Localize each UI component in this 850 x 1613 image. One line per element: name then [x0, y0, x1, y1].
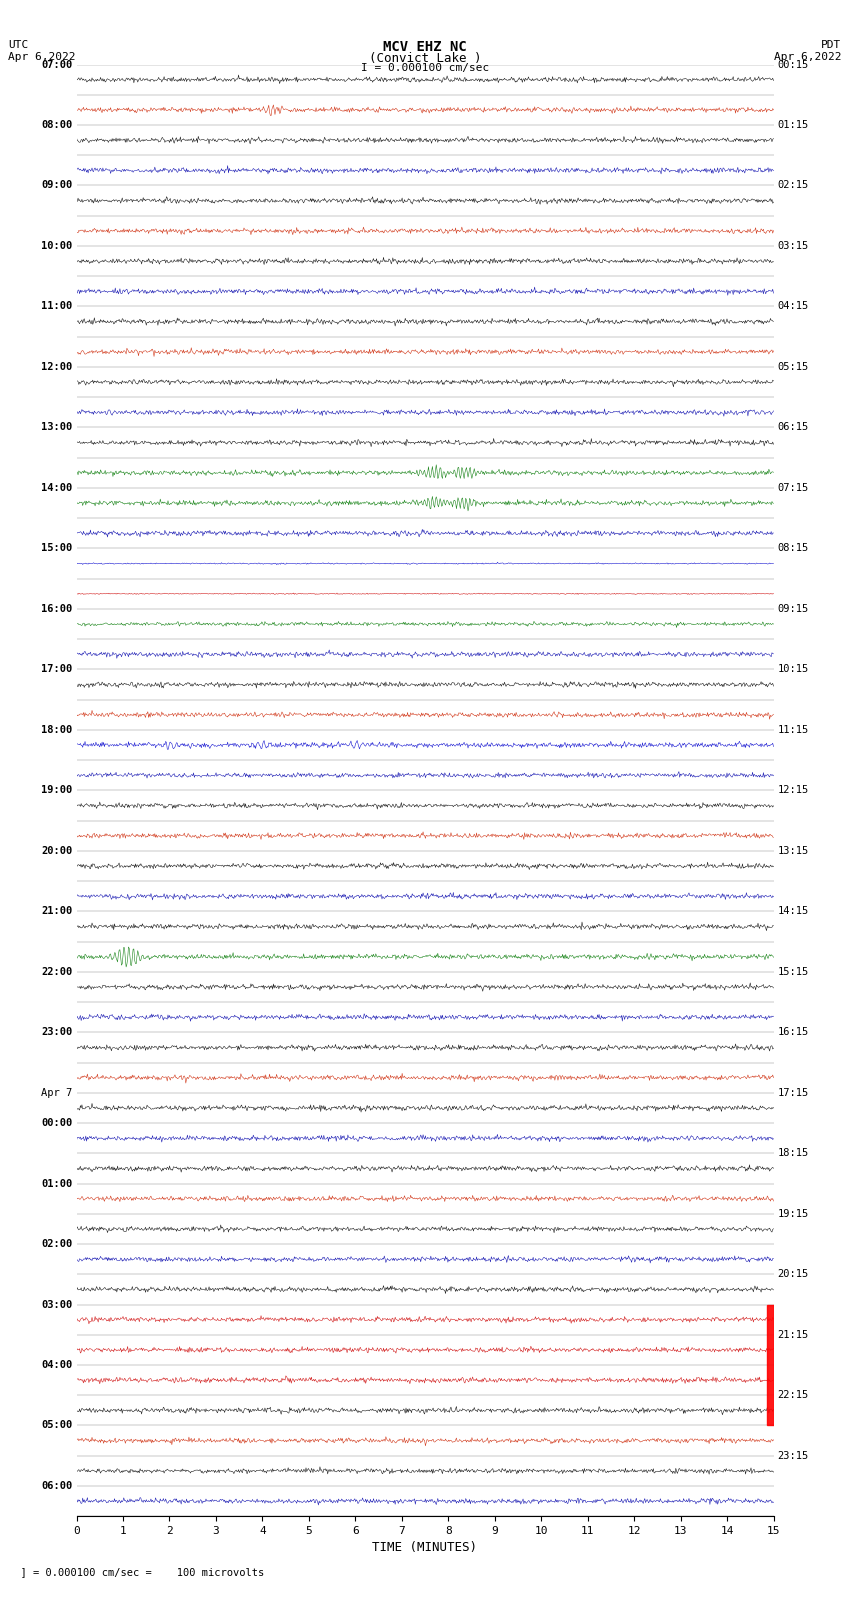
Text: 13:00: 13:00	[42, 423, 72, 432]
Text: 17:15: 17:15	[777, 1087, 808, 1098]
Text: 12:00: 12:00	[42, 361, 72, 373]
Text: 21:00: 21:00	[42, 907, 72, 916]
Text: 03:00: 03:00	[42, 1300, 72, 1310]
Text: 02:00: 02:00	[42, 1239, 72, 1248]
Text: 16:00: 16:00	[42, 603, 72, 615]
Text: 20:00: 20:00	[42, 845, 72, 857]
Text: 01:15: 01:15	[777, 119, 808, 131]
Text: 17:00: 17:00	[42, 665, 72, 674]
Text: 08:15: 08:15	[777, 544, 808, 553]
Text: 18:00: 18:00	[42, 724, 72, 736]
Text: 16:15: 16:15	[777, 1027, 808, 1037]
Text: 11:00: 11:00	[42, 302, 72, 311]
Text: 18:15: 18:15	[777, 1148, 808, 1158]
Text: 07:15: 07:15	[777, 482, 808, 494]
Text: 22:15: 22:15	[777, 1390, 808, 1400]
Text: 14:00: 14:00	[42, 482, 72, 494]
Text: 10:15: 10:15	[777, 665, 808, 674]
Text: 23:00: 23:00	[42, 1027, 72, 1037]
Text: 05:15: 05:15	[777, 361, 808, 373]
Text: 03:15: 03:15	[777, 240, 808, 252]
Text: Apr 7: Apr 7	[42, 1087, 72, 1098]
Text: 23:15: 23:15	[777, 1450, 808, 1461]
Text: MCV EHZ NC: MCV EHZ NC	[383, 40, 467, 55]
Text: (Convict Lake ): (Convict Lake )	[369, 52, 481, 65]
Text: 20:15: 20:15	[777, 1269, 808, 1279]
Text: 13:15: 13:15	[777, 845, 808, 857]
Text: 14:15: 14:15	[777, 907, 808, 916]
Bar	[767, 1305, 774, 1426]
Text: ] = 0.000100 cm/sec =    100 microvolts: ] = 0.000100 cm/sec = 100 microvolts	[8, 1568, 264, 1578]
Text: Apr 6,2022: Apr 6,2022	[774, 52, 842, 61]
Text: 19:15: 19:15	[777, 1208, 808, 1219]
Text: 06:00: 06:00	[42, 1481, 72, 1490]
Text: PDT: PDT	[821, 40, 842, 50]
Text: 19:00: 19:00	[42, 786, 72, 795]
Text: 21:15: 21:15	[777, 1329, 808, 1340]
X-axis label: TIME (MINUTES): TIME (MINUTES)	[372, 1542, 478, 1555]
Text: 00:15: 00:15	[777, 60, 808, 69]
Text: 04:15: 04:15	[777, 302, 808, 311]
Text: 22:00: 22:00	[42, 966, 72, 977]
Text: 09:00: 09:00	[42, 181, 72, 190]
Text: 15:00: 15:00	[42, 544, 72, 553]
Text: 04:00: 04:00	[42, 1360, 72, 1369]
Text: 05:00: 05:00	[42, 1421, 72, 1431]
Text: 06:15: 06:15	[777, 423, 808, 432]
Text: 07:00: 07:00	[42, 60, 72, 69]
Text: 02:15: 02:15	[777, 181, 808, 190]
Text: 00:00: 00:00	[42, 1118, 72, 1127]
Text: 01:00: 01:00	[42, 1179, 72, 1189]
Text: 12:15: 12:15	[777, 786, 808, 795]
Text: 09:15: 09:15	[777, 603, 808, 615]
Text: 08:00: 08:00	[42, 119, 72, 131]
Text: 11:15: 11:15	[777, 724, 808, 736]
Text: I = 0.000100 cm/sec: I = 0.000100 cm/sec	[361, 63, 489, 73]
Text: 10:00: 10:00	[42, 240, 72, 252]
Text: Apr 6,2022: Apr 6,2022	[8, 52, 76, 61]
Text: 15:15: 15:15	[777, 966, 808, 977]
Text: UTC: UTC	[8, 40, 29, 50]
